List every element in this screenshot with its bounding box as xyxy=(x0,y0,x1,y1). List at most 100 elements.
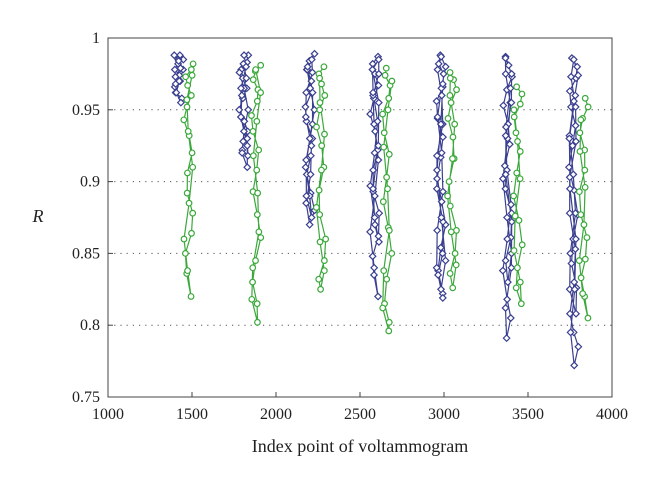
series-0-point-5-6 xyxy=(505,140,514,149)
series-0-point-5-33 xyxy=(501,170,510,179)
series-0-point-1-22 xyxy=(243,163,252,172)
series-0-point-6-21 xyxy=(569,55,578,64)
series-0-point-0-18 xyxy=(171,79,180,89)
series-1-point-4-7 xyxy=(445,178,453,186)
series-0-point-3-33 xyxy=(374,98,383,107)
series-1-point-2-4 xyxy=(316,106,324,114)
series-0-point-2-19 xyxy=(307,55,316,64)
series-1-point-3-3 xyxy=(385,94,393,102)
series-0-point-6-22 xyxy=(566,72,576,81)
series-1-point-0-4 xyxy=(187,92,195,99)
series-0-point-5-11 xyxy=(501,256,510,265)
series-1-point-3-4 xyxy=(379,110,387,118)
series-0-point-6-26 xyxy=(565,209,574,218)
series-1-point-3-17 xyxy=(385,227,393,234)
series-0-point-6-19 xyxy=(569,97,578,106)
series-1-point-6-12 xyxy=(584,314,592,322)
series-1-point-0-22 xyxy=(188,71,196,79)
series-1-point-6-15 xyxy=(580,221,588,229)
series-0-point-5-35 xyxy=(506,84,515,93)
series-0-point-3-10 xyxy=(375,209,384,218)
series-0-point-3-5 xyxy=(366,110,375,119)
series-1-point-5-14 xyxy=(510,247,518,254)
series-0-point-5-4 xyxy=(499,101,508,110)
series-1-point-3-19 xyxy=(380,143,388,151)
series-1-point-0-17 xyxy=(180,235,188,243)
series-0-point-3-31 xyxy=(369,184,378,193)
series-0-point-5-22 xyxy=(501,131,510,140)
series-1-point-6-14 xyxy=(575,257,583,264)
series-0-point-4-32 xyxy=(441,256,450,265)
series-1-point-0-12 xyxy=(188,229,195,237)
series-0-point-0-14 xyxy=(170,51,179,60)
y-tick-label-5: 1 xyxy=(92,30,100,47)
series-1-point-0-3 xyxy=(184,81,192,89)
series-1-point-4-8 xyxy=(446,202,454,210)
series-0-point-4-24 xyxy=(437,91,446,100)
series-1-point-5-2 xyxy=(516,100,524,108)
series-1-point-4-16 xyxy=(449,155,456,163)
y-tick-label-1: 0.8 xyxy=(80,317,100,334)
series-0-point-6-5 xyxy=(571,121,580,130)
series-1-point-1-19 xyxy=(254,189,262,197)
series-0-point-1-11 xyxy=(243,151,252,160)
series-1-point-2-5 xyxy=(313,123,320,131)
series-1-point-2-8 xyxy=(315,186,323,194)
series-0-point-2-16 xyxy=(301,112,310,122)
y-tick-label-4: 0.95 xyxy=(72,102,100,119)
series-0-point-1-17 xyxy=(235,68,244,77)
series-0-point-3-12 xyxy=(368,252,377,261)
series-0-point-3-15 xyxy=(370,263,379,272)
series-1-point-2-19 xyxy=(316,99,324,107)
series-0-point-5-20 xyxy=(507,69,516,78)
series-1-point-2-18 xyxy=(321,130,328,138)
series-1-point-1-10 xyxy=(253,211,261,219)
series-0-point-1-15 xyxy=(242,74,251,83)
series-0-point-1-20 xyxy=(239,127,249,136)
series-1-point-1-4 xyxy=(253,97,261,105)
series-1-point-4-18 xyxy=(446,92,454,99)
series-0-point-1-23 xyxy=(243,141,252,150)
series-1-point-0-8 xyxy=(188,149,196,157)
series-1-point-2-14 xyxy=(320,267,328,275)
series-0-point-5-19 xyxy=(501,54,510,63)
series-0-point-3-29 xyxy=(374,237,383,246)
series-0-point-4-21 xyxy=(441,62,450,71)
series-1-point-0-5 xyxy=(183,103,191,111)
series-1-point-3-18 xyxy=(384,185,391,193)
series-1-point-2-9 xyxy=(316,211,324,219)
series-0-point-4-8 xyxy=(433,174,442,183)
series-0-point-2-13 xyxy=(302,199,311,208)
series-0-point-4-11 xyxy=(436,243,445,252)
series-0-point-2-24 xyxy=(301,163,310,172)
series-1-point-0-6 xyxy=(180,116,188,124)
series-0-point-3-24 xyxy=(369,88,378,97)
series-1-point-5-12 xyxy=(517,300,525,308)
series-1-point-6-13 xyxy=(579,290,587,298)
series-1-point-4-14 xyxy=(447,228,455,236)
series-1-point-1-23 xyxy=(252,66,260,73)
series-1-point-0-2 xyxy=(182,73,190,81)
series-1-point-1-11 xyxy=(257,234,265,242)
series-0-point-3-16 xyxy=(366,227,375,236)
x-tick-label-2: 2000 xyxy=(260,406,292,423)
series-1-point-1-22 xyxy=(257,89,265,96)
series-layer xyxy=(170,49,592,370)
series-0-point-4-18 xyxy=(437,148,446,157)
series-0-point-4-31 xyxy=(436,285,446,294)
series-1-point-0-10 xyxy=(183,189,191,197)
series-1-point-0-11 xyxy=(189,209,197,217)
series-1-point-1-7 xyxy=(255,146,263,154)
series-0-point-3-25 xyxy=(373,117,382,126)
series-0-point-6-23 xyxy=(571,102,580,111)
series-0-point-2-6 xyxy=(302,117,311,126)
series-1-point-3-21 xyxy=(388,77,396,85)
series-0-point-3-18 xyxy=(374,156,383,165)
series-1-point-5-16 xyxy=(516,175,524,183)
series-0-point-5-34 xyxy=(501,122,511,132)
series-1-point-3-6 xyxy=(385,150,393,158)
series-0-point-5-1 xyxy=(504,61,513,70)
series-0-point-6-15 xyxy=(566,249,575,258)
series-0-point-4-17 xyxy=(438,187,447,196)
series-0-point-3-6 xyxy=(371,127,380,136)
